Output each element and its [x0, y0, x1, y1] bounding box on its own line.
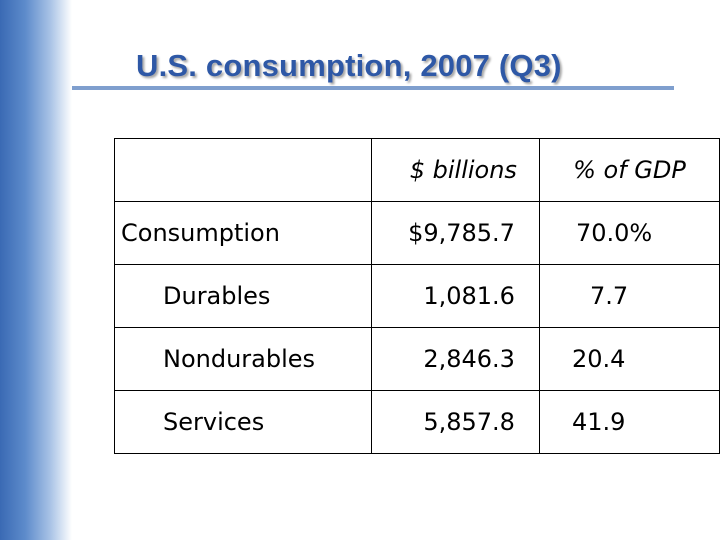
row-billions: 1,081.6 — [371, 264, 540, 328]
row-label: Consumption — [113, 201, 373, 265]
row-billions: 2,846.3 — [371, 327, 540, 391]
row-pct-gdp: 20.4 — [538, 327, 720, 391]
row-label: Nondurables — [113, 327, 373, 391]
row-billions: $9,785.7 — [371, 201, 540, 265]
table-row: Nondurables 2,846.3 20.4 — [113, 327, 720, 391]
header-row: $ billions % of GDP — [113, 138, 720, 202]
row-billions: 5,857.8 — [371, 390, 540, 454]
table-row: Durables 1,081.6 7.7 — [113, 264, 720, 328]
header-empty-cell — [113, 138, 373, 202]
row-label: Services — [113, 390, 373, 454]
table-row: Consumption $9,785.7 70.0% — [113, 201, 720, 265]
header-billions: $ billions — [371, 138, 540, 202]
header-pct-gdp: % of GDP — [538, 138, 720, 202]
left-gradient-bar — [0, 0, 72, 540]
consumption-table: $ billions % of GDP Consumption $9,785.7… — [113, 138, 720, 454]
row-label: Durables — [113, 264, 373, 328]
table-row: Services 5,857.8 41.9 — [113, 390, 720, 454]
slide-title: U.S. consumption, 2007 (Q3) — [136, 48, 562, 83]
row-pct-gdp: 7.7 — [538, 264, 720, 328]
row-pct-gdp: 70.0% — [538, 201, 720, 265]
title-underline — [72, 86, 674, 90]
row-pct-gdp: 41.9 — [538, 390, 720, 454]
